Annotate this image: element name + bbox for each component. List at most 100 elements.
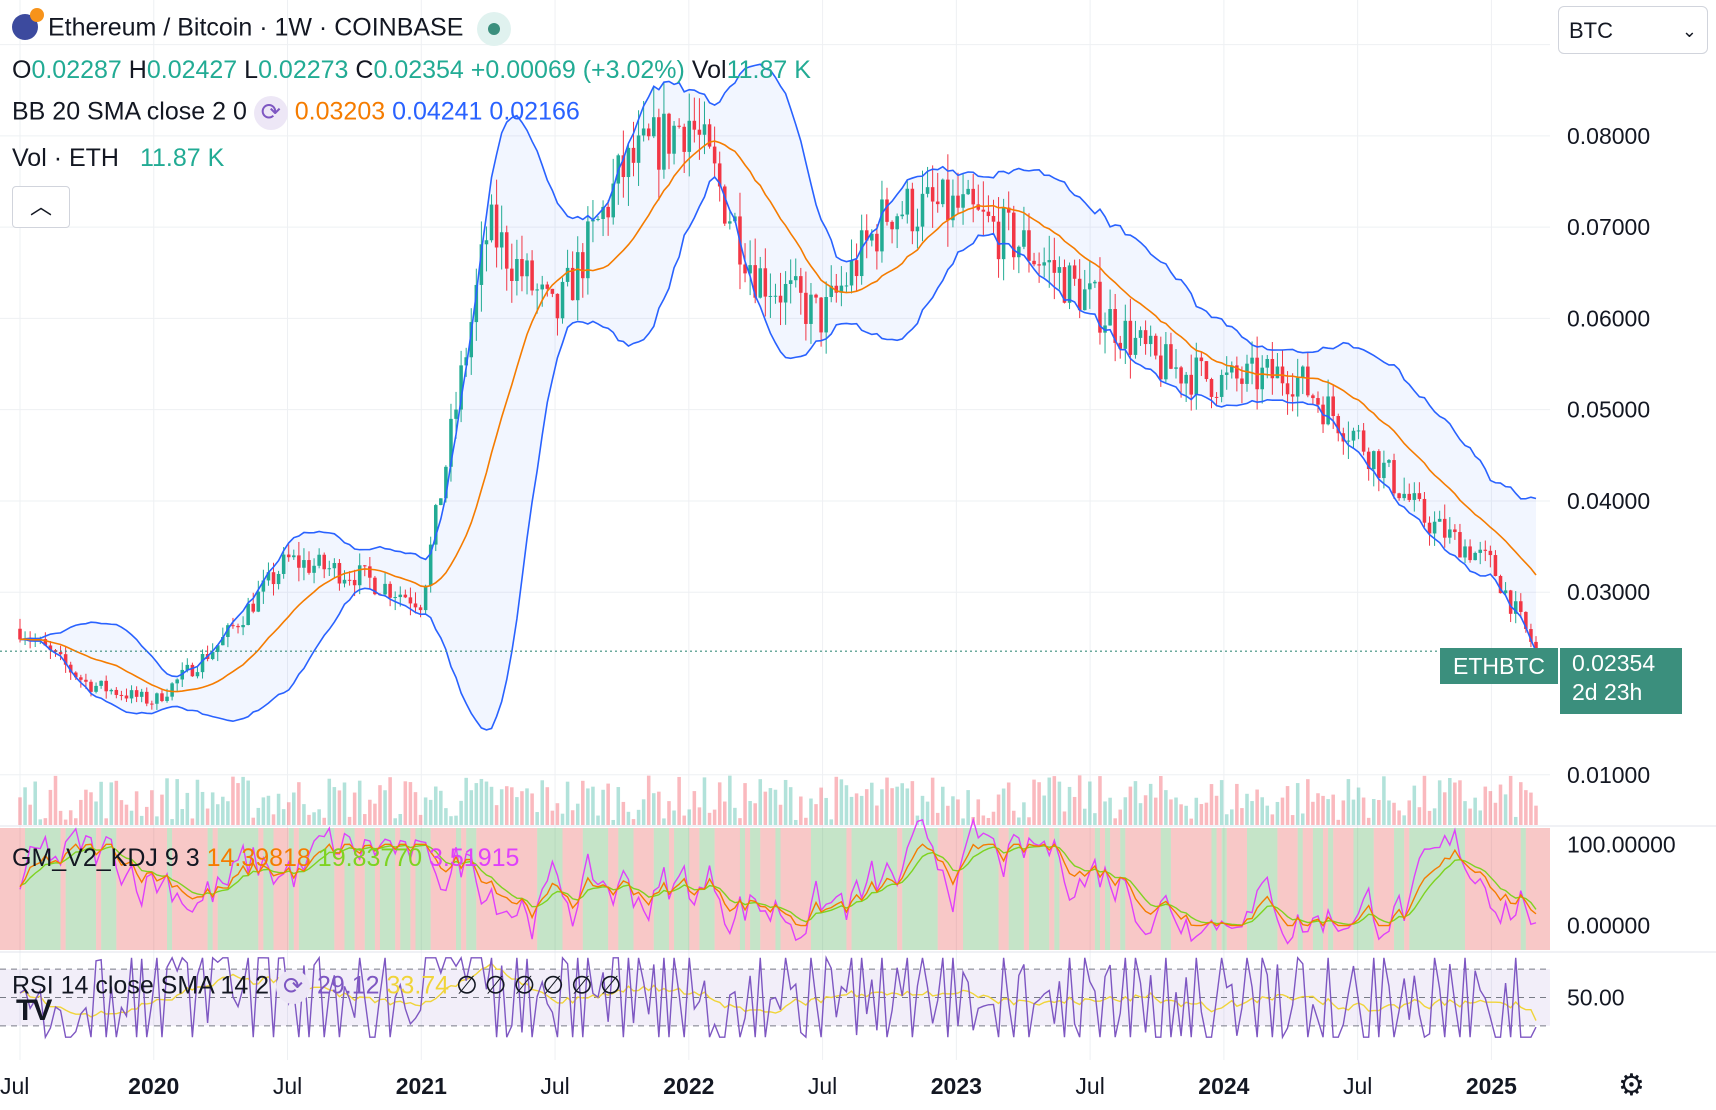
candle-body — [717, 163, 722, 187]
volume-bar — [352, 792, 357, 825]
candle-body — [1219, 374, 1224, 397]
volume-bar — [1321, 795, 1325, 825]
rsi-legend[interactable]: RSI 14 close SMA 14 2 ⟳ 29.12 33.74 ∅ ∅ … — [12, 970, 621, 1004]
price-axis-label-5: 0.07000 — [1567, 214, 1650, 240]
candle-body — [641, 128, 646, 136]
candle-body — [99, 680, 103, 686]
volume-bar — [469, 790, 474, 825]
volume-bar — [1301, 813, 1305, 825]
candle-body — [925, 187, 930, 194]
volume-bar — [215, 804, 220, 825]
candle-body — [170, 683, 174, 697]
volume-bar — [611, 819, 615, 825]
kdj-axis-label-1: 0.00000 — [1567, 913, 1650, 939]
candle-body — [996, 221, 1001, 260]
candle-body — [788, 280, 793, 284]
volume-bar — [510, 787, 514, 825]
volume-bar — [1437, 780, 1442, 825]
candle-body — [1214, 396, 1219, 398]
candle-body — [722, 186, 727, 224]
volume-bar — [1108, 797, 1112, 825]
candle-body — [1118, 342, 1123, 349]
last-price-label: 0.02354 2d 23h — [1560, 648, 1682, 714]
volume-bar — [616, 787, 621, 825]
volume-bar — [1285, 786, 1290, 825]
bb-legend[interactable]: BB 20 SMA close 2 0 ⟳ 0.03203 0.04241 0.… — [12, 96, 580, 130]
settings-gear-icon[interactable]: ⚙ — [1618, 1069, 1645, 1102]
candle-body — [1524, 611, 1528, 630]
kdj-bg-zone — [217, 828, 259, 950]
candle-body — [1123, 320, 1128, 349]
market-status-icon[interactable] — [477, 12, 512, 46]
volume-bar — [292, 792, 296, 825]
kdj-legend[interactable]: GM_V2_KDJ 9 3 14.39818 19.83770 3.51915 — [12, 844, 519, 873]
kdj-bg-zone — [476, 828, 538, 950]
volume-bar — [251, 817, 255, 825]
kdj-bg-zone — [674, 828, 690, 950]
volume-bar — [722, 801, 727, 825]
volume-bar — [672, 810, 676, 825]
kdj-bg-zone — [374, 828, 380, 950]
volume-bar — [930, 777, 935, 825]
volume-bar — [586, 788, 590, 825]
candle-body — [697, 129, 702, 135]
open-label: O — [12, 56, 32, 84]
candle-body — [672, 125, 676, 154]
candle-body — [444, 466, 448, 499]
collapse-legend-button[interactable]: ︿ — [12, 186, 70, 228]
bb-basis-line — [19, 140, 1537, 693]
candle-body — [753, 265, 757, 298]
volume-bar — [946, 805, 950, 825]
volume-bar — [408, 782, 413, 825]
candle-body — [586, 221, 590, 279]
candle-body — [1148, 335, 1153, 345]
rsi-sma-line — [19, 962, 1537, 1021]
candle-body — [793, 276, 798, 281]
volume-bar — [981, 815, 986, 825]
volume-bar — [499, 789, 504, 825]
candle-body — [1453, 529, 1457, 533]
candle-body — [540, 284, 545, 290]
candle-body — [646, 128, 651, 137]
candle-body — [1412, 493, 1417, 500]
candle-body — [221, 636, 225, 646]
volume-bar — [1361, 797, 1366, 825]
volume-bar — [890, 788, 894, 825]
kdj-bg-zone — [1028, 828, 1050, 950]
volume-bar — [1513, 816, 1518, 825]
symbol-price-label: ETHBTC — [1440, 648, 1558, 684]
kdj-bg-zone — [653, 828, 669, 950]
candle-body — [1260, 367, 1264, 390]
tradingview-logo[interactable]: TV — [16, 994, 52, 1027]
volume-bar — [1138, 803, 1143, 825]
candle-body — [1072, 265, 1077, 279]
kdj-bg-zone — [96, 828, 102, 950]
volume-bar — [1148, 783, 1153, 825]
kdj-bg-zone — [897, 828, 903, 950]
volume-bar — [246, 780, 250, 825]
volume-bar — [109, 782, 114, 825]
candle-body — [763, 268, 768, 297]
kdj-bg-zone — [466, 828, 477, 950]
currency-select[interactable]: BTC ⌄ — [1558, 6, 1708, 54]
candle-body — [773, 295, 778, 297]
volume-bar — [525, 788, 529, 825]
volume-legend[interactable]: Vol · ETH 11.87 K — [12, 144, 224, 173]
candle-body — [1336, 416, 1341, 434]
kdj-k-value: 14.39818 — [206, 844, 311, 872]
volume-bar — [631, 819, 636, 825]
candle-body — [210, 651, 215, 660]
volume-bar — [1118, 809, 1123, 825]
candle-body — [854, 260, 859, 277]
kdj-bg-zone — [1008, 828, 1024, 950]
refresh-icon[interactable]: ⟳ — [253, 96, 288, 130]
candle-body — [976, 204, 981, 210]
volume-bar — [1453, 782, 1457, 825]
candle-body — [144, 691, 149, 704]
volume-bar — [1346, 779, 1351, 825]
candle-body — [1377, 451, 1381, 479]
candle-body — [941, 179, 945, 205]
refresh-icon[interactable]: ⟳ — [276, 970, 311, 1004]
volume-bar — [895, 786, 899, 825]
